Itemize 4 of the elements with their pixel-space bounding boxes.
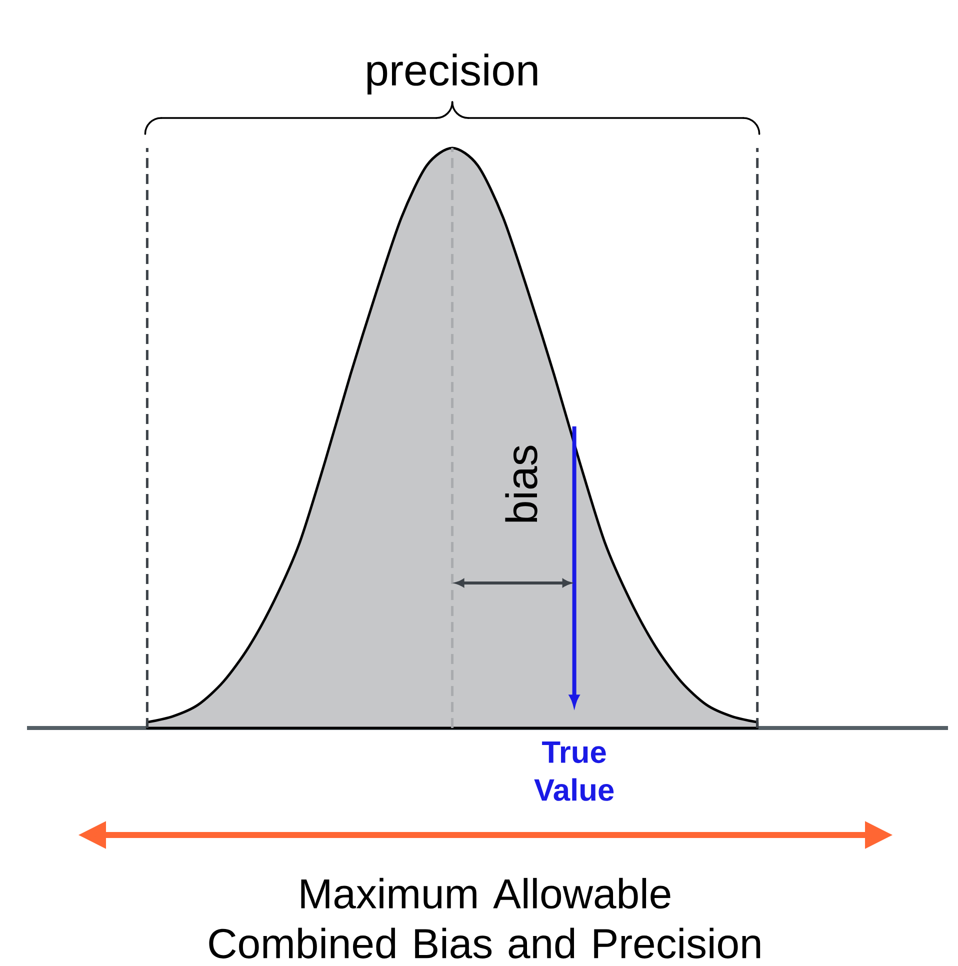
text: Maximum Allowable Combined Bias and Precision xyxy=(209,878,760,958)
annotation: bias xyxy=(505,446,538,522)
text: True Value xyxy=(534,742,614,801)
text: precision xyxy=(367,54,538,94)
